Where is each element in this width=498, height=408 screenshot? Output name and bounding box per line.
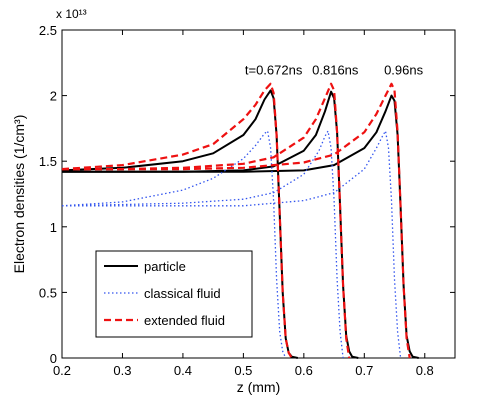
time-annotation: 0.816ns xyxy=(312,62,359,77)
x-tick-label: 0.3 xyxy=(113,363,131,378)
legend-label: classical fluid xyxy=(144,286,221,301)
legend-label: extended fluid xyxy=(144,313,225,328)
legend: particle classical fluid extended fluid xyxy=(95,250,253,338)
time-annotation: 0.96ns xyxy=(384,62,424,77)
series-curves xyxy=(61,82,419,359)
y-axis-scale-label: x 10¹³ xyxy=(56,7,87,21)
x-tick-label: 0.6 xyxy=(295,363,313,378)
time-annotation: t=0.672ns xyxy=(245,62,303,77)
y-tick-label: 1 xyxy=(50,220,57,235)
series-line-extended-fluid-0.96ns xyxy=(62,82,411,359)
y-tick-label: 1.5 xyxy=(39,154,57,169)
y-axis-label: Electron densities (1/cm³) xyxy=(11,115,27,274)
y-tick-label: 2.5 xyxy=(39,23,57,38)
y-tick-label: 0.5 xyxy=(39,285,57,300)
x-tick-label: 0.8 xyxy=(416,363,434,378)
series-line-classical-fluid-0.672ns xyxy=(61,130,287,359)
time-annotations: t=0.672ns 0.816ns 0.96ns xyxy=(245,62,424,77)
x-tick-label: 0.2 xyxy=(53,363,71,378)
x-tick-label: 0.4 xyxy=(174,363,192,378)
series-line-extended-fluid-0.672ns xyxy=(61,82,293,359)
y-tick-label: 2 xyxy=(50,89,57,104)
series-line-classical-fluid-0.816ns xyxy=(61,130,344,359)
axis-ticks: 0.2 0.3 0.4 0.5 0.6 0.7 0.8 0 0.5 1 1.5 2 2.5 xyxy=(39,23,455,378)
x-tick-label: 0.5 xyxy=(234,363,252,378)
x-axis-label: z (mm) xyxy=(237,379,281,395)
series-line-extended-fluid-0.816ns xyxy=(62,82,351,359)
series-line-particle-0.96ns xyxy=(62,94,419,359)
y-tick-label: 0 xyxy=(50,351,57,366)
legend-label: particle xyxy=(144,259,186,274)
x-tick-label: 0.7 xyxy=(355,363,373,378)
